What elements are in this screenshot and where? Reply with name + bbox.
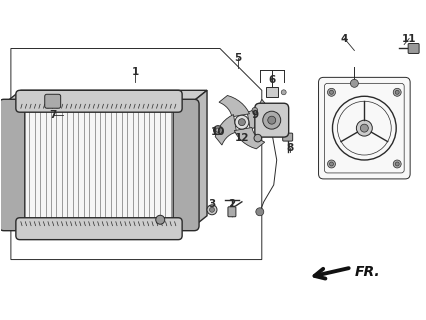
Polygon shape bbox=[192, 90, 207, 228]
Text: 9: 9 bbox=[250, 110, 258, 120]
Text: 2: 2 bbox=[228, 199, 235, 209]
Text: 12: 12 bbox=[234, 133, 248, 143]
Circle shape bbox=[238, 119, 245, 126]
FancyBboxPatch shape bbox=[318, 77, 409, 179]
Circle shape bbox=[356, 120, 371, 136]
Text: 5: 5 bbox=[234, 53, 241, 63]
FancyBboxPatch shape bbox=[227, 207, 235, 217]
Circle shape bbox=[394, 162, 398, 166]
Polygon shape bbox=[6, 90, 207, 102]
FancyBboxPatch shape bbox=[407, 44, 418, 53]
Polygon shape bbox=[215, 115, 236, 145]
Circle shape bbox=[329, 162, 333, 166]
Circle shape bbox=[360, 124, 368, 132]
Text: 3: 3 bbox=[208, 199, 215, 209]
Bar bbox=[265, 87, 277, 97]
Circle shape bbox=[209, 207, 214, 212]
Circle shape bbox=[216, 128, 219, 132]
Circle shape bbox=[392, 88, 400, 96]
Polygon shape bbox=[234, 127, 264, 149]
FancyBboxPatch shape bbox=[282, 133, 292, 141]
Circle shape bbox=[327, 160, 335, 168]
Circle shape bbox=[394, 90, 398, 94]
Text: 4: 4 bbox=[340, 34, 347, 44]
Circle shape bbox=[329, 90, 333, 94]
FancyBboxPatch shape bbox=[45, 94, 60, 108]
Circle shape bbox=[262, 111, 280, 129]
Polygon shape bbox=[219, 95, 249, 117]
Text: 11: 11 bbox=[401, 34, 415, 44]
Circle shape bbox=[155, 215, 164, 224]
Text: 1: 1 bbox=[131, 68, 138, 77]
Text: 10: 10 bbox=[210, 127, 225, 137]
FancyBboxPatch shape bbox=[254, 103, 288, 137]
Circle shape bbox=[207, 205, 216, 215]
FancyBboxPatch shape bbox=[16, 218, 182, 240]
FancyBboxPatch shape bbox=[16, 90, 182, 112]
Circle shape bbox=[392, 160, 400, 168]
Circle shape bbox=[281, 90, 285, 95]
Text: 8: 8 bbox=[285, 143, 293, 153]
Circle shape bbox=[251, 108, 257, 113]
Text: 6: 6 bbox=[268, 75, 275, 85]
Text: 7: 7 bbox=[49, 110, 56, 120]
FancyBboxPatch shape bbox=[173, 99, 199, 231]
Text: FR.: FR. bbox=[354, 265, 379, 278]
Circle shape bbox=[253, 134, 261, 142]
Circle shape bbox=[213, 126, 222, 135]
Circle shape bbox=[255, 208, 263, 216]
Circle shape bbox=[350, 79, 357, 87]
FancyBboxPatch shape bbox=[4, 100, 194, 230]
Circle shape bbox=[234, 115, 248, 129]
Circle shape bbox=[327, 88, 335, 96]
Polygon shape bbox=[247, 99, 268, 130]
FancyBboxPatch shape bbox=[0, 99, 25, 231]
Circle shape bbox=[267, 116, 275, 124]
